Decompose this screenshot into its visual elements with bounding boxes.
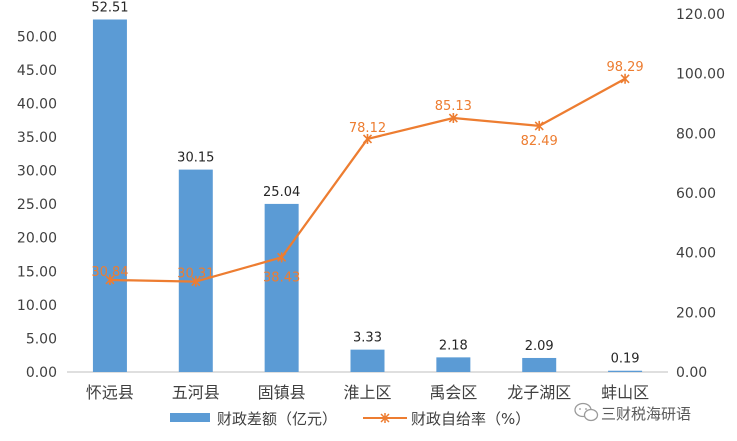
left-tick-label: 45.00 xyxy=(17,63,57,79)
line-marker xyxy=(362,133,373,144)
line-marker xyxy=(191,276,201,287)
category-label: 禹会区 xyxy=(429,383,477,402)
bar xyxy=(264,203,299,372)
left-tick-label: 10.00 xyxy=(17,298,57,314)
wechat-icon xyxy=(574,402,599,422)
bar-data-label: 3.33 xyxy=(353,331,382,346)
left-tick-label: 40.00 xyxy=(17,96,57,112)
right-tick-label: 80.00 xyxy=(676,126,716,142)
right-tick-label: 60.00 xyxy=(676,186,716,202)
category-label: 龙子湖区 xyxy=(507,383,571,402)
bar-data-label: 0.19 xyxy=(611,352,640,367)
line-data-label: 30.31 xyxy=(177,267,214,282)
left-tick-label: 25.00 xyxy=(17,197,57,213)
bar xyxy=(178,169,213,372)
line-marker xyxy=(448,113,458,124)
line-marker xyxy=(277,252,287,263)
bar-series xyxy=(92,19,643,372)
category-label: 固镇县 xyxy=(258,383,306,402)
bar xyxy=(350,349,385,372)
left-tick-label: 35.00 xyxy=(17,130,57,146)
legend-bar-swatch xyxy=(170,413,210,422)
line-data-label: 38.43 xyxy=(263,270,300,285)
line-marker xyxy=(620,73,630,84)
bar-data-label: 2.09 xyxy=(525,339,554,354)
right-axis-ticks: 0.00 20.00 40.00 60.00 80.00 100.00 120.00 xyxy=(676,7,725,381)
line-data-labels: 30.84 30.31 38.43 78.12 85.13 82.49 98.29 xyxy=(91,60,643,286)
right-tick-label: 0.00 xyxy=(676,365,707,381)
bar-data-labels: 52.51 30.15 25.04 3.33 2.18 2.09 0.19 xyxy=(91,1,639,367)
bar xyxy=(92,19,127,372)
line-data-label: 85.13 xyxy=(435,99,472,114)
left-axis-ticks: 0.00 5.00 10.00 15.00 20.00 25.00 30.00 35.00 40… xyxy=(17,29,57,381)
legend-bar-label: 财政差额（亿元） xyxy=(217,410,337,428)
line-marker xyxy=(534,120,544,131)
bar-data-label: 25.04 xyxy=(263,185,300,200)
right-tick-label: 120.00 xyxy=(676,7,725,23)
left-tick-label: 50.00 xyxy=(17,29,57,45)
line-series xyxy=(105,73,630,287)
left-tick-label: 30.00 xyxy=(17,164,57,180)
bar-data-label: 30.15 xyxy=(177,151,214,166)
category-labels: 怀远县 五河县 固镇县 淮上区 禹会区 龙子湖区 蚌山区 xyxy=(86,383,649,402)
bar xyxy=(522,357,557,372)
legend-line-label: 财政自给率（%） xyxy=(411,410,530,428)
category-label: 怀远县 xyxy=(86,383,134,402)
bar xyxy=(436,357,471,372)
category-label: 蚌山区 xyxy=(601,383,649,402)
line-marker xyxy=(105,274,115,285)
watermark: 三财税海研语 xyxy=(574,402,691,423)
line-data-label: 30.84 xyxy=(91,265,128,280)
line-data-label: 98.29 xyxy=(606,60,643,75)
right-tick-label: 100.00 xyxy=(676,67,725,83)
bar-data-label: 52.51 xyxy=(91,1,128,16)
left-tick-label: 5.00 xyxy=(26,331,57,347)
left-tick-label: 20.00 xyxy=(17,231,57,247)
bar xyxy=(608,370,643,372)
watermark-text: 三财税海研语 xyxy=(601,405,691,423)
right-tick-label: 20.00 xyxy=(676,305,716,321)
left-tick-label: 0.00 xyxy=(26,365,57,381)
line-data-label: 82.49 xyxy=(521,134,558,149)
line-data-label: 78.12 xyxy=(349,121,386,136)
category-label: 五河县 xyxy=(172,383,220,402)
right-tick-label: 40.00 xyxy=(676,246,716,262)
left-tick-label: 15.00 xyxy=(17,264,57,280)
legend-line-swatch xyxy=(363,413,407,423)
bar-data-label: 2.18 xyxy=(439,338,468,353)
legend: 财政差额（亿元） 财政自给率（%） xyxy=(170,410,530,428)
category-label: 淮上区 xyxy=(343,383,391,402)
